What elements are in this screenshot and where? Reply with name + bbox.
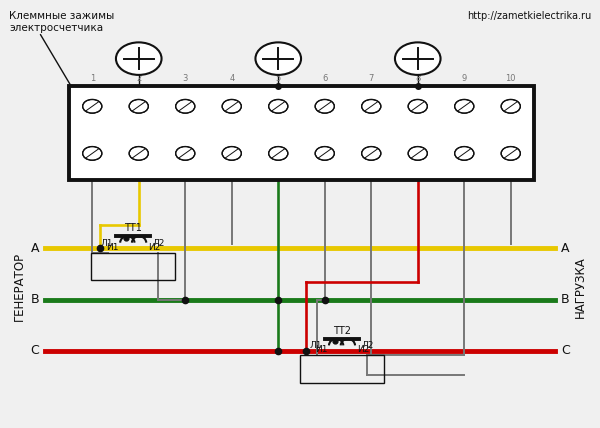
Circle shape bbox=[501, 146, 520, 160]
Text: Л1: Л1 bbox=[101, 238, 113, 248]
Circle shape bbox=[408, 146, 427, 160]
Circle shape bbox=[256, 42, 301, 75]
Text: 1: 1 bbox=[89, 74, 95, 83]
Circle shape bbox=[315, 146, 334, 160]
Text: B: B bbox=[31, 293, 39, 306]
Text: Л1: Л1 bbox=[310, 341, 322, 351]
Text: НАГРУЗКА: НАГРУЗКА bbox=[574, 256, 587, 318]
Text: И2: И2 bbox=[357, 345, 369, 354]
Circle shape bbox=[176, 146, 195, 160]
Circle shape bbox=[315, 99, 334, 113]
Circle shape bbox=[395, 42, 440, 75]
Circle shape bbox=[83, 146, 102, 160]
Circle shape bbox=[455, 146, 474, 160]
Circle shape bbox=[129, 146, 148, 160]
Text: И2: И2 bbox=[148, 243, 160, 252]
Text: 7: 7 bbox=[368, 74, 374, 83]
Circle shape bbox=[129, 99, 148, 113]
Circle shape bbox=[501, 99, 520, 113]
Text: 10: 10 bbox=[505, 74, 516, 83]
Text: 5: 5 bbox=[275, 74, 281, 83]
Circle shape bbox=[222, 146, 241, 160]
Text: Клеммные зажимы
электросчетчика: Клеммные зажимы электросчетчика bbox=[9, 11, 114, 33]
Text: И1: И1 bbox=[106, 243, 118, 252]
Text: ТТ2: ТТ2 bbox=[333, 326, 351, 336]
Circle shape bbox=[408, 99, 427, 113]
Text: 6: 6 bbox=[322, 74, 328, 83]
Text: Л2: Л2 bbox=[362, 341, 374, 351]
Text: 3: 3 bbox=[182, 74, 188, 83]
FancyBboxPatch shape bbox=[69, 86, 534, 180]
Circle shape bbox=[176, 99, 195, 113]
Circle shape bbox=[362, 146, 381, 160]
Circle shape bbox=[83, 99, 102, 113]
Circle shape bbox=[455, 99, 474, 113]
Text: 4: 4 bbox=[229, 74, 235, 83]
Text: A: A bbox=[561, 242, 569, 255]
Text: A: A bbox=[31, 242, 39, 255]
Circle shape bbox=[222, 99, 241, 113]
Text: И1: И1 bbox=[315, 345, 327, 354]
Text: 9: 9 bbox=[461, 74, 467, 83]
Text: http://zametkielectrika.ru: http://zametkielectrika.ru bbox=[467, 11, 591, 21]
Text: ТТ1: ТТ1 bbox=[124, 223, 142, 233]
Text: 8: 8 bbox=[415, 74, 421, 83]
Text: ГЕНЕРАТОР: ГЕНЕРАТОР bbox=[13, 252, 26, 321]
Text: C: C bbox=[561, 345, 570, 357]
Text: Л2: Л2 bbox=[153, 238, 166, 248]
Circle shape bbox=[269, 146, 288, 160]
Circle shape bbox=[362, 99, 381, 113]
Circle shape bbox=[116, 42, 161, 75]
Circle shape bbox=[269, 99, 288, 113]
Text: 2: 2 bbox=[136, 74, 142, 83]
Text: C: C bbox=[30, 345, 39, 357]
Text: B: B bbox=[561, 293, 569, 306]
